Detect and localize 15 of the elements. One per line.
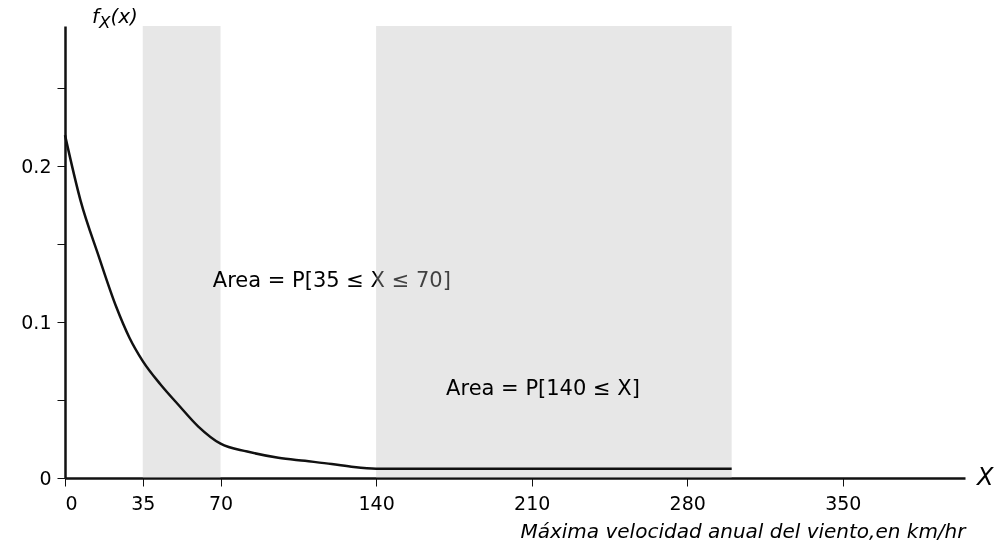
x-tick-label: 280 — [669, 491, 706, 514]
band-label: Area = P[140 ≤ X] — [446, 375, 640, 400]
text: X — [975, 463, 994, 491]
y-tick-label: 0.2 — [21, 154, 52, 177]
x-tick-label: 140 — [358, 491, 395, 514]
band-label: Area = P[35 ≤ X ≤ 70] — [212, 268, 451, 293]
x-tick-label: 70 — [208, 491, 234, 514]
y-tick-label: 0 — [39, 466, 52, 489]
y-axis-title: f$_{X}$(x) — [92, 4, 138, 32]
y-tick-label: 0.1 — [21, 310, 52, 333]
x-tick-label: 35 — [131, 491, 156, 514]
x-axis-title: Máxima velocidad anual del viento,en km/hr — [520, 518, 968, 543]
x-tick-label: 350 — [825, 491, 862, 514]
x-tick-label: 0 — [65, 491, 78, 514]
x-tick-label: 210 — [514, 491, 551, 514]
